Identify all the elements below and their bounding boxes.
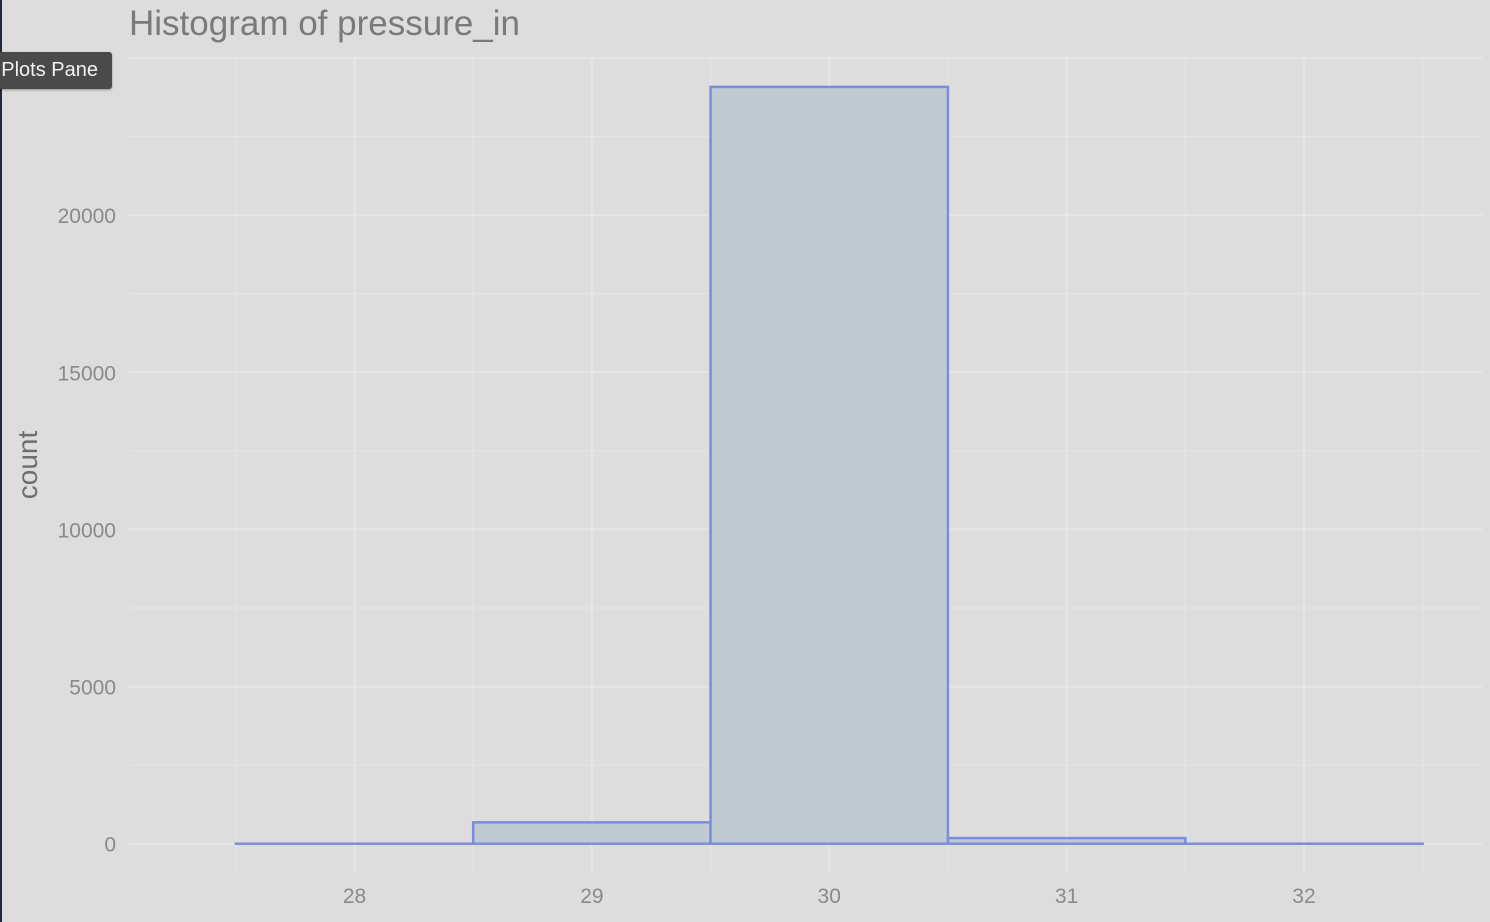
y-tick-label: 10000 <box>58 519 116 542</box>
histogram-bars <box>234 85 1424 845</box>
histogram-bar <box>946 836 1187 845</box>
histogram-bar <box>471 821 712 845</box>
y-tick-label: 15000 <box>58 362 116 385</box>
y-tick-label: 0 <box>104 834 116 857</box>
plots-pane-tooltip: Plots Pane <box>0 52 112 89</box>
x-tick-label: 28 <box>343 885 366 908</box>
tooltip-text: Plots Pane <box>1 59 98 81</box>
chart-title: Histogram of pressure_in <box>129 4 520 43</box>
x-tick-label: 32 <box>1292 885 1315 908</box>
x-tick-label: 29 <box>580 885 603 908</box>
x-tick-labels: 28 29 30 31 32 <box>343 885 1316 908</box>
y-tick-label: 5000 <box>69 677 116 700</box>
window-edge <box>0 0 2 922</box>
y-axis-label: count <box>12 430 43 500</box>
histogram-bar <box>709 85 950 845</box>
x-tick-label: 30 <box>818 885 841 908</box>
y-tick-label: 20000 <box>58 205 116 228</box>
x-tick-label: 31 <box>1055 885 1078 908</box>
y-tick-labels: 0 5000 10000 15000 20000 <box>58 205 116 857</box>
